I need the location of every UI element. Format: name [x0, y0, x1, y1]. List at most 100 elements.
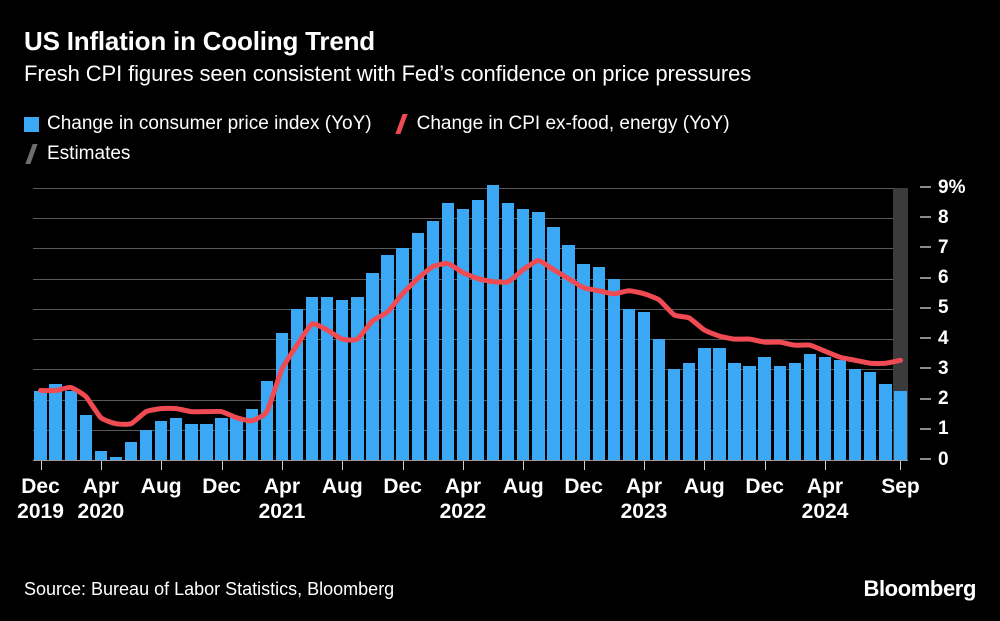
- x-axis-label-dec: Dec: [202, 475, 241, 498]
- x-axis-tick-mark: [462, 461, 464, 470]
- x-axis-label-sep: Sep: [881, 475, 920, 498]
- legend-item-estimates: Estimates: [24, 144, 130, 164]
- bar-sep-2020: [170, 417, 183, 460]
- chart-plot-area: [33, 184, 908, 461]
- grid-line-8: [33, 218, 908, 220]
- grid-line-9: [33, 188, 908, 189]
- bar-jan-2020: [49, 384, 62, 460]
- bar-feb-2022: [426, 221, 439, 460]
- legend-row-estimates: Estimates: [24, 142, 976, 166]
- grid-line-2: [33, 399, 908, 401]
- x-axis-tick-mark: [221, 461, 223, 470]
- bar-sep-2024: [894, 390, 907, 460]
- y-axis-tick-8: 8: [920, 206, 949, 228]
- legend-row-primary: Change in consumer price index (YoY) Cha…: [24, 112, 976, 136]
- bar-aug-2024: [879, 384, 892, 460]
- y-axis-tick-4: 4: [920, 327, 949, 349]
- y-tick-dash-icon: [920, 427, 931, 430]
- x-axis-label-aug: Aug: [140, 475, 182, 498]
- bar-jun-2022: [486, 184, 500, 460]
- bar-feb-2020: [64, 390, 77, 460]
- y-axis-tick-3: 3: [920, 357, 949, 379]
- bar-oct-2023: [728, 363, 741, 460]
- grid-line-5: [33, 308, 908, 310]
- y-axis-label: 3: [938, 357, 949, 379]
- y-axis-tick-1: 1: [920, 418, 949, 440]
- x-axis-label-apr-2024: Apr 2024: [801, 475, 849, 523]
- x-axis-baseline: [33, 460, 908, 461]
- x-axis-label-dec: Dec: [745, 475, 784, 498]
- bar-may-2022: [471, 200, 485, 460]
- bar-may-2023: [652, 339, 666, 460]
- bar-jan-2024: [773, 366, 786, 460]
- x-axis-tick-mark: [100, 461, 102, 470]
- y-axis-label: 5: [938, 297, 949, 319]
- legend-item-core-cpi: Change in CPI ex-food, energy (YoY): [394, 114, 730, 134]
- x-axis-tick-mark: [40, 461, 42, 470]
- bar-feb-2023: [607, 278, 620, 460]
- bar-apr-2023: [637, 311, 651, 460]
- bar-dec-2022: [577, 263, 590, 460]
- x-axis-label-dec: Dec: [564, 475, 603, 498]
- y-axis-label: 0: [938, 448, 949, 470]
- bar-jul-2022: [502, 203, 515, 460]
- grid-line-7: [33, 248, 908, 250]
- x-axis-label-aug: Aug: [683, 475, 725, 498]
- bar-mar-2020: [79, 414, 92, 460]
- bar-nov-2020: [200, 423, 213, 460]
- x-axis-label-apr-2023: Apr 2023: [620, 475, 668, 523]
- bar-mar-2024: [803, 354, 817, 460]
- x-axis-tick-mark: [523, 461, 525, 470]
- x-axis-year-label: 2019: [17, 500, 64, 523]
- bloomberg-logo: Bloomberg: [863, 576, 976, 601]
- y-axis-tick-5: 5: [920, 297, 949, 319]
- y-tick-dash-icon: [920, 246, 931, 249]
- bar-jun-2023: [667, 369, 681, 460]
- bar-jun-2021: [305, 296, 319, 460]
- legend-item-cpi: Change in consumer price index (YoY): [24, 114, 372, 134]
- bar-jul-2023: [683, 363, 696, 460]
- legend-label-core-cpi: Change in CPI ex-food, energy (YoY): [416, 113, 730, 134]
- x-axis-tick-mark: [643, 461, 645, 470]
- x-axis-year-label: 2021: [258, 500, 306, 523]
- grid-line-4: [33, 339, 908, 341]
- bar-may-2020: [109, 456, 123, 460]
- y-tick-dash-icon: [920, 306, 931, 309]
- x-axis-tick-mark: [704, 461, 706, 470]
- bar-apr-2020: [94, 450, 108, 460]
- bar-sep-2022: [532, 212, 545, 460]
- x-axis-tick-mark: [764, 461, 766, 470]
- grid-line-1: [33, 429, 908, 431]
- y-axis-label: 8: [938, 206, 949, 228]
- chart-header: US Inflation in Cooling Trend Fresh CPI …: [24, 26, 976, 87]
- y-axis-label: 4: [938, 327, 949, 349]
- y-axis-label: 9%: [938, 176, 966, 198]
- bar-mar-2023: [622, 308, 636, 460]
- y-axis-tick-6: 6: [920, 268, 949, 287]
- x-axis-tick-mark: [281, 461, 283, 470]
- x-axis-year-label: 2023: [620, 500, 668, 523]
- x-axis-label-apr-2020: Apr 2020: [77, 475, 125, 523]
- y-tick-dash-icon: [920, 367, 931, 370]
- page-title: US Inflation in Cooling Trend: [24, 26, 375, 56]
- grid-line-6: [33, 278, 908, 280]
- bar-dec-2020: [215, 417, 228, 460]
- bar-may-2024: [833, 360, 847, 460]
- y-axis-label: 1: [938, 418, 949, 440]
- bar-jul-2024: [864, 372, 877, 460]
- y-axis-tick-9: 9%: [920, 176, 966, 198]
- core-cpi-line-layer: [33, 188, 908, 460]
- bar-jan-2023: [592, 266, 605, 460]
- y-tick-dash-icon: [920, 216, 931, 219]
- bar-feb-2024: [788, 363, 802, 460]
- source-note: Source: Bureau of Labor Statistics, Bloo…: [24, 579, 395, 599]
- x-axis-label-dec: Dec: [383, 475, 422, 498]
- bar-aug-2020: [155, 420, 168, 460]
- bar-jun-2024: [849, 369, 862, 460]
- legend-slash-estimates-icon: [24, 144, 39, 164]
- y-axis-label: 2: [938, 388, 949, 410]
- y-axis-tick-7: 7: [920, 238, 949, 257]
- bar-oct-2022: [547, 227, 560, 460]
- bar-jan-2021: [230, 417, 243, 460]
- bar-apr-2024: [818, 357, 832, 460]
